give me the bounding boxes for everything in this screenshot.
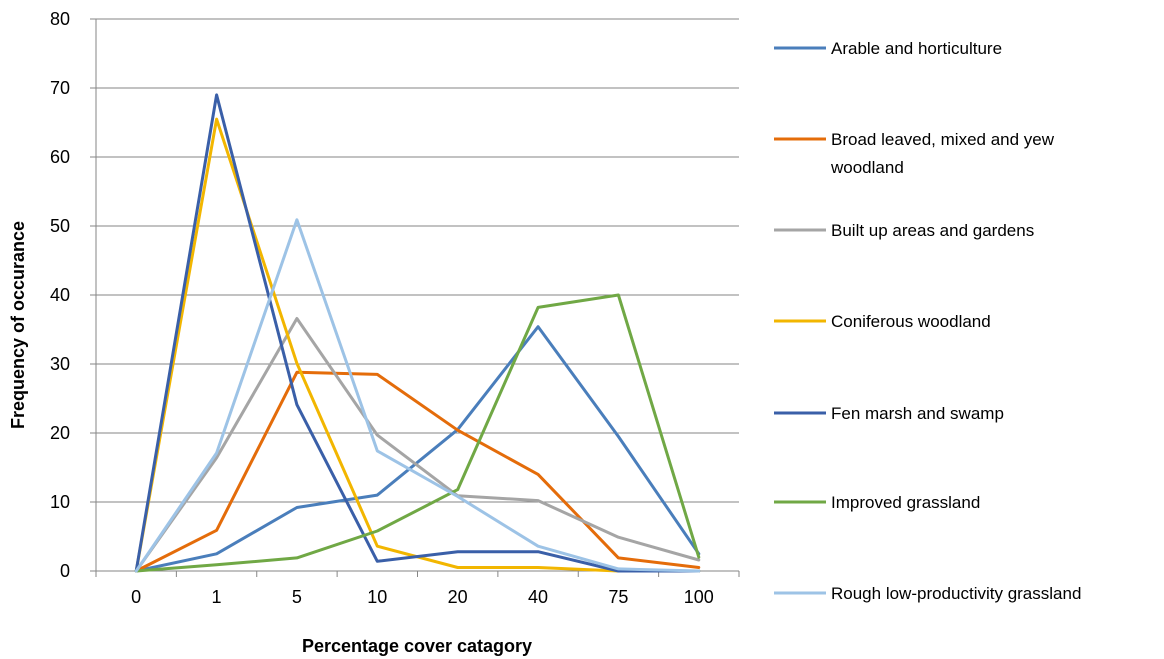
- series-lines: [134, 93, 701, 573]
- x-tick-label: 0: [131, 587, 141, 607]
- series-line-2: [134, 317, 701, 573]
- gridlines: [96, 18, 739, 503]
- legend-item: Arable and horticulture: [774, 39, 1002, 58]
- series-line-3: [134, 117, 701, 573]
- x-tick-label: 75: [608, 587, 628, 607]
- y-tick-label: 30: [50, 354, 70, 374]
- y-tick-label: 80: [50, 9, 70, 29]
- legend-label: Rough low-productivity grassland: [831, 584, 1081, 603]
- legend-item: Built up areas and gardens: [774, 221, 1034, 240]
- legend-item: Rough low-productivity grassland: [774, 584, 1081, 603]
- y-tick-label: 60: [50, 147, 70, 167]
- x-tick-label: 100: [684, 587, 714, 607]
- legend-label: Arable and horticulture: [831, 39, 1002, 58]
- legend-item: Broad leaved, mixed and yew woodland: [774, 130, 1055, 177]
- legend-label: Fen marsh and swamp: [831, 404, 1004, 423]
- x-axis-title: Percentage cover catagory: [302, 636, 532, 656]
- series-line-6: [134, 218, 701, 573]
- legend: Arable and horticulture Broad leaved, mix…: [774, 39, 1081, 603]
- y-tick-label: 20: [50, 423, 70, 443]
- y-tick-label: 40: [50, 285, 70, 305]
- series-line-1: [134, 370, 701, 573]
- legend-item: Coniferous woodland: [774, 312, 991, 331]
- legend-label: Improved grassland: [831, 493, 980, 512]
- legend-item: Improved grassland: [774, 493, 980, 512]
- tick-labels: 0 10 20 30 40 50 60 70 80 0 1 5 10 20 40 75 100: [50, 9, 714, 607]
- legend-label: Coniferous woodland: [831, 312, 991, 331]
- x-tick-label: 10: [367, 587, 387, 607]
- series-line-0: [134, 325, 701, 573]
- x-tick-label: 1: [212, 587, 222, 607]
- legend-item: Fen marsh and swamp: [774, 404, 1004, 423]
- legend-label: Broad leaved, mixed and yew woodland: [830, 130, 1055, 177]
- y-tick-label: 70: [50, 78, 70, 98]
- x-tick-label: 40: [528, 587, 548, 607]
- series-line-4: [134, 93, 701, 573]
- series-line-5: [134, 293, 701, 573]
- y-axis-title: Frequency of occurance: [8, 221, 28, 429]
- y-tick-label: 0: [60, 561, 70, 581]
- y-tick-label: 50: [50, 216, 70, 236]
- x-tick-label: 5: [292, 587, 302, 607]
- x-tick-label: 20: [448, 587, 468, 607]
- y-tick-label: 10: [50, 492, 70, 512]
- legend-label: Built up areas and gardens: [831, 221, 1034, 240]
